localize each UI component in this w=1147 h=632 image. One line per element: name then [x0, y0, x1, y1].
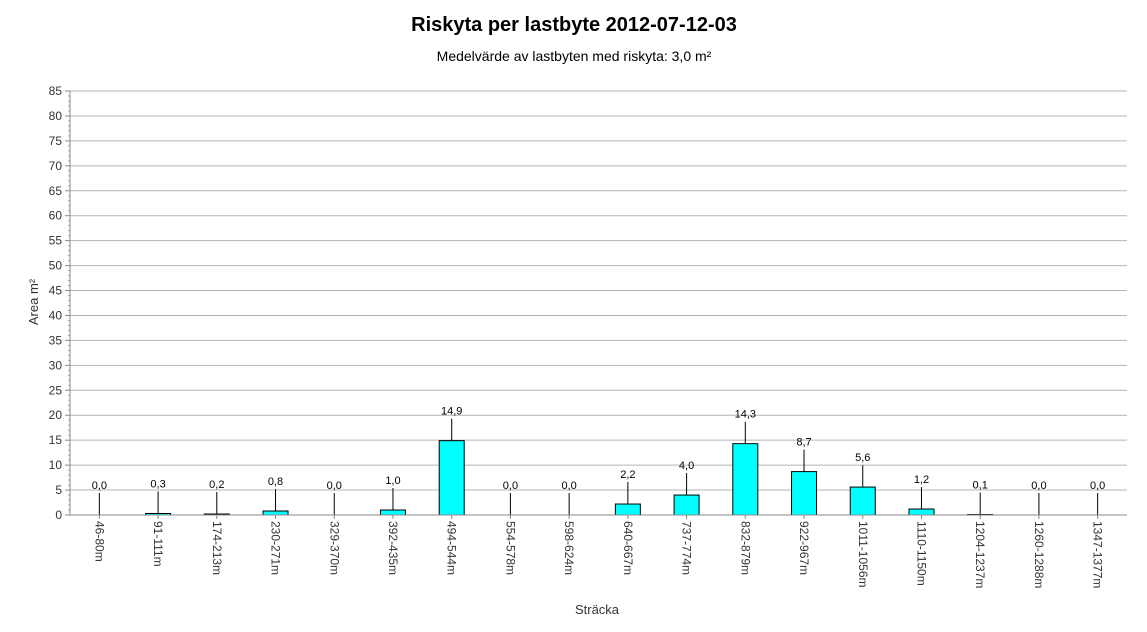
- y-tick-label: 25: [49, 383, 63, 397]
- y-tick-label: 70: [49, 159, 63, 173]
- x-tick-label-392-435m: 392-435m: [386, 521, 400, 575]
- y-tick-label: 65: [49, 184, 63, 198]
- y-tick-labels: 0 5 10 15 20 25 30 35 40 45 50 55 60 65 70 75 80 85: [49, 84, 63, 522]
- data-label-598-624m: 0,0: [561, 480, 576, 492]
- y-tick-label: 10: [49, 458, 63, 472]
- chart-subtitle: Medelvärde av lastbyten med riskyta: 3,0…: [437, 48, 712, 64]
- chart-title: Riskyta per lastbyte 2012-07-12-03: [411, 14, 737, 36]
- y-tick-label: 45: [49, 284, 63, 298]
- x-tick-label-1204-1237m: 1204-1237m: [973, 521, 987, 588]
- data-label-46-80m: 0,0: [92, 480, 107, 492]
- x-tick-label-230-271m: 230-271m: [269, 521, 283, 575]
- y-tick-label: 0: [55, 508, 62, 522]
- x-tick-label-598-624m: 598-624m: [562, 521, 576, 575]
- bar-392-435m: [379, 509, 406, 516]
- y-tick-label: 15: [49, 433, 63, 447]
- data-label-329-370m: 0,0: [327, 480, 342, 492]
- bar-737-774m: [673, 494, 700, 516]
- data-label-1260-1288m: 0,0: [1031, 480, 1046, 492]
- x-tick-label-494-544m: 494-544m: [445, 521, 459, 575]
- data-label-1204-1237m: 0,1: [973, 480, 988, 492]
- data-labels: 0,0 0,3 0,2 0,8 0,0 1,0 14,9 0,0 0,0 2,2 4,0 14,3 8,…: [92, 406, 1105, 515]
- x-tick-label-91-111m: 91-111m: [151, 521, 165, 567]
- bar-230-271m: [262, 510, 289, 516]
- x-tick-label-174-213m: 174-213m: [210, 521, 224, 575]
- bar-1110-1150m: [908, 508, 935, 516]
- bar-640-667m: [614, 503, 641, 516]
- data-label-91-111m: 0,3: [150, 479, 165, 491]
- data-label-922-967m: 8,7: [796, 437, 811, 449]
- data-label-392-435m: 1,0: [385, 475, 400, 487]
- y-tick-label: 55: [49, 234, 63, 248]
- y-axis-label: Area m²: [26, 278, 41, 325]
- y-tick-label: 85: [49, 84, 63, 98]
- data-label-640-667m: 2,2: [620, 469, 635, 481]
- x-tick-label-640-667m: 640-667m: [621, 521, 635, 575]
- grid-lines: [70, 90, 1127, 515]
- x-tick-label-832-879m: 832-879m: [738, 521, 752, 575]
- x-tick-label-737-774m: 737-774m: [680, 521, 694, 575]
- x-axis-label: Sträcka: [575, 602, 620, 617]
- bar-832-879m: [732, 443, 759, 516]
- data-label-1347-1377m: 0,0: [1090, 480, 1105, 492]
- y-tick-label: 35: [49, 333, 63, 347]
- x-tick-label-922-967m: 922-967m: [797, 521, 811, 575]
- x-tick-label-1110-1150m: 1110-1150m: [914, 521, 928, 586]
- data-label-1110-1150m: 1,2: [914, 474, 929, 486]
- y-tick-label: 30: [49, 358, 63, 372]
- y-tick-label: 80: [49, 109, 63, 123]
- axes: [65, 90, 1127, 519]
- data-label-832-879m: 14,3: [735, 409, 756, 421]
- x-tick-label-1347-1377m: 1347-1377m: [1091, 521, 1105, 588]
- y-tick-label: 75: [49, 134, 63, 148]
- y-tick-label: 20: [49, 408, 63, 422]
- x-tick-label-329-370m: 329-370m: [327, 521, 341, 575]
- data-label-1011-1056m: 5,6: [855, 452, 870, 464]
- x-tick-label-1011-1056m: 1011-1056m: [856, 521, 870, 588]
- x-tick-labels: 46-80m 91-111m 174-213m 230-271m 329-370m 392…: [92, 521, 1104, 588]
- data-label-554-578m: 0,0: [503, 480, 518, 492]
- bar-494-544m: [438, 440, 465, 516]
- data-label-174-213m: 0,2: [209, 479, 224, 491]
- x-tick-label-1260-1288m: 1260-1288m: [1032, 521, 1046, 588]
- data-label-737-774m: 4,0: [679, 460, 694, 472]
- y-tick-label: 5: [55, 483, 62, 497]
- x-tick-label-46-80m: 46-80m: [92, 521, 106, 562]
- y-tick-label: 60: [49, 209, 63, 223]
- plot-area: [70, 91, 1127, 515]
- y-tick-label: 40: [49, 308, 63, 322]
- y-tick-label: 50: [49, 259, 63, 273]
- bar-1011-1056m: [849, 486, 876, 516]
- data-label-494-544m: 14,9: [441, 406, 462, 418]
- x-tick-label-554-578m: 554-578m: [503, 521, 517, 575]
- data-label-230-271m: 0,8: [268, 476, 283, 488]
- bars: [145, 440, 994, 516]
- bar-922-967m: [791, 471, 818, 516]
